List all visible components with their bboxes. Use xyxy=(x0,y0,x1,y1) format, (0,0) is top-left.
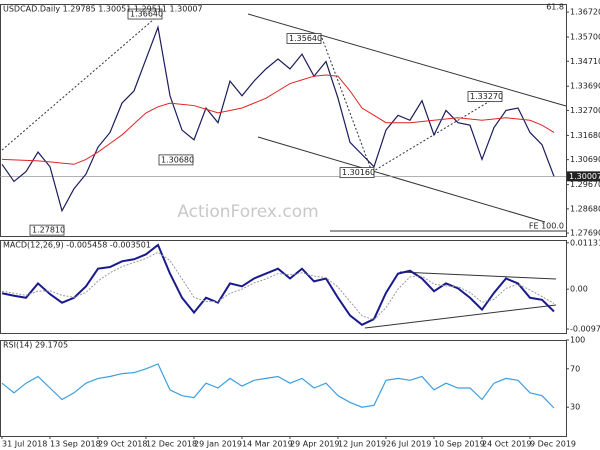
fibo-label: 61.8 xyxy=(546,3,564,12)
panel-title: RSI(14) 29.1705 xyxy=(3,341,68,350)
trendline xyxy=(257,136,546,223)
x-tick-label: 29 Oct 2018 xyxy=(98,440,147,449)
y-tick-label: -0.009729 xyxy=(570,325,600,334)
y-tick-label: 1.36720 xyxy=(570,8,600,17)
y-tick-label: 30 xyxy=(570,403,580,412)
panel-frame xyxy=(0,4,567,237)
y-tick-label: 1.28680 xyxy=(570,204,600,213)
trendlines xyxy=(1,13,567,329)
y-tick-label: 0.011313 xyxy=(570,238,600,247)
x-tick-label: 29 Jan 2019 xyxy=(194,440,242,449)
series-line xyxy=(1,251,555,321)
x-tick-label: 31 Jul 2018 xyxy=(2,440,47,449)
x-tick-label: 12 Jun 2019 xyxy=(338,440,386,449)
y-tick-label: 1.27690 xyxy=(570,229,600,238)
x-tick-label: 24 Oct 2019 xyxy=(482,440,531,449)
annotation-label: 1.36640 xyxy=(130,10,163,19)
x-tick-label: 26 Jul 2019 xyxy=(386,440,431,449)
x-tick-label: 29 Apr 2019 xyxy=(290,440,339,449)
y-tick-label: 1.30690 xyxy=(570,155,600,164)
annotation-box xyxy=(467,91,503,102)
y-tick-label: 70 xyxy=(570,364,580,373)
y-tick-label: 1.34710 xyxy=(570,57,600,66)
panel-title: MACD(12,26,9) -0.005458 -0.003501 xyxy=(3,241,151,250)
y-tick-label: 1.31680 xyxy=(570,131,600,140)
series-line xyxy=(1,363,555,409)
panel-title: USDCAD.Daily 1.29785 1.30051 1.29511 1.3… xyxy=(3,5,203,14)
y-tick-label: 1.35700 xyxy=(570,33,600,42)
series-line xyxy=(1,74,555,165)
annotation-label: 1.33270 xyxy=(470,92,503,101)
x-tick-label: 12 Dec 2018 xyxy=(146,440,197,449)
panel-frame xyxy=(0,340,567,437)
trendline xyxy=(364,304,557,329)
watermark: ActionForex.com xyxy=(177,202,318,222)
annotation-box xyxy=(158,154,194,166)
x-tick-label: 13 Sep 2018 xyxy=(50,440,101,449)
annotation-box xyxy=(29,224,65,236)
annotation-box xyxy=(127,8,163,20)
y-tick-label: 1.32700 xyxy=(570,106,600,115)
last-price-label: 1.30007 xyxy=(569,172,600,181)
x-tick-label: 9 Dec 2019 xyxy=(530,440,576,449)
y-tick-label: 100 xyxy=(570,336,585,345)
series-line xyxy=(1,24,555,213)
annotation-label: 1.30160 xyxy=(342,168,375,177)
annotation-label: 1.30680 xyxy=(161,155,194,164)
panel-frame xyxy=(0,240,567,334)
annotation-box xyxy=(286,33,322,44)
x-tick-label: 14 Mar 2019 xyxy=(242,440,293,449)
annotation-label: 1.35640 xyxy=(289,34,322,43)
x-tick-label: 10 Sep 2019 xyxy=(434,440,485,449)
last-price-box xyxy=(567,171,600,182)
trendline xyxy=(247,13,567,107)
trendline xyxy=(1,13,161,151)
annotation-label: 1.27810 xyxy=(32,226,65,235)
y-tick-label: 1.29670 xyxy=(570,180,600,189)
series-line xyxy=(1,243,555,326)
fibo-label: FE 100.0 xyxy=(529,222,564,231)
y-tick-label: 1.33690 xyxy=(570,82,600,91)
trendline xyxy=(399,271,557,280)
annotation-box xyxy=(339,167,375,179)
y-tick-label: 0.00 xyxy=(570,285,588,294)
